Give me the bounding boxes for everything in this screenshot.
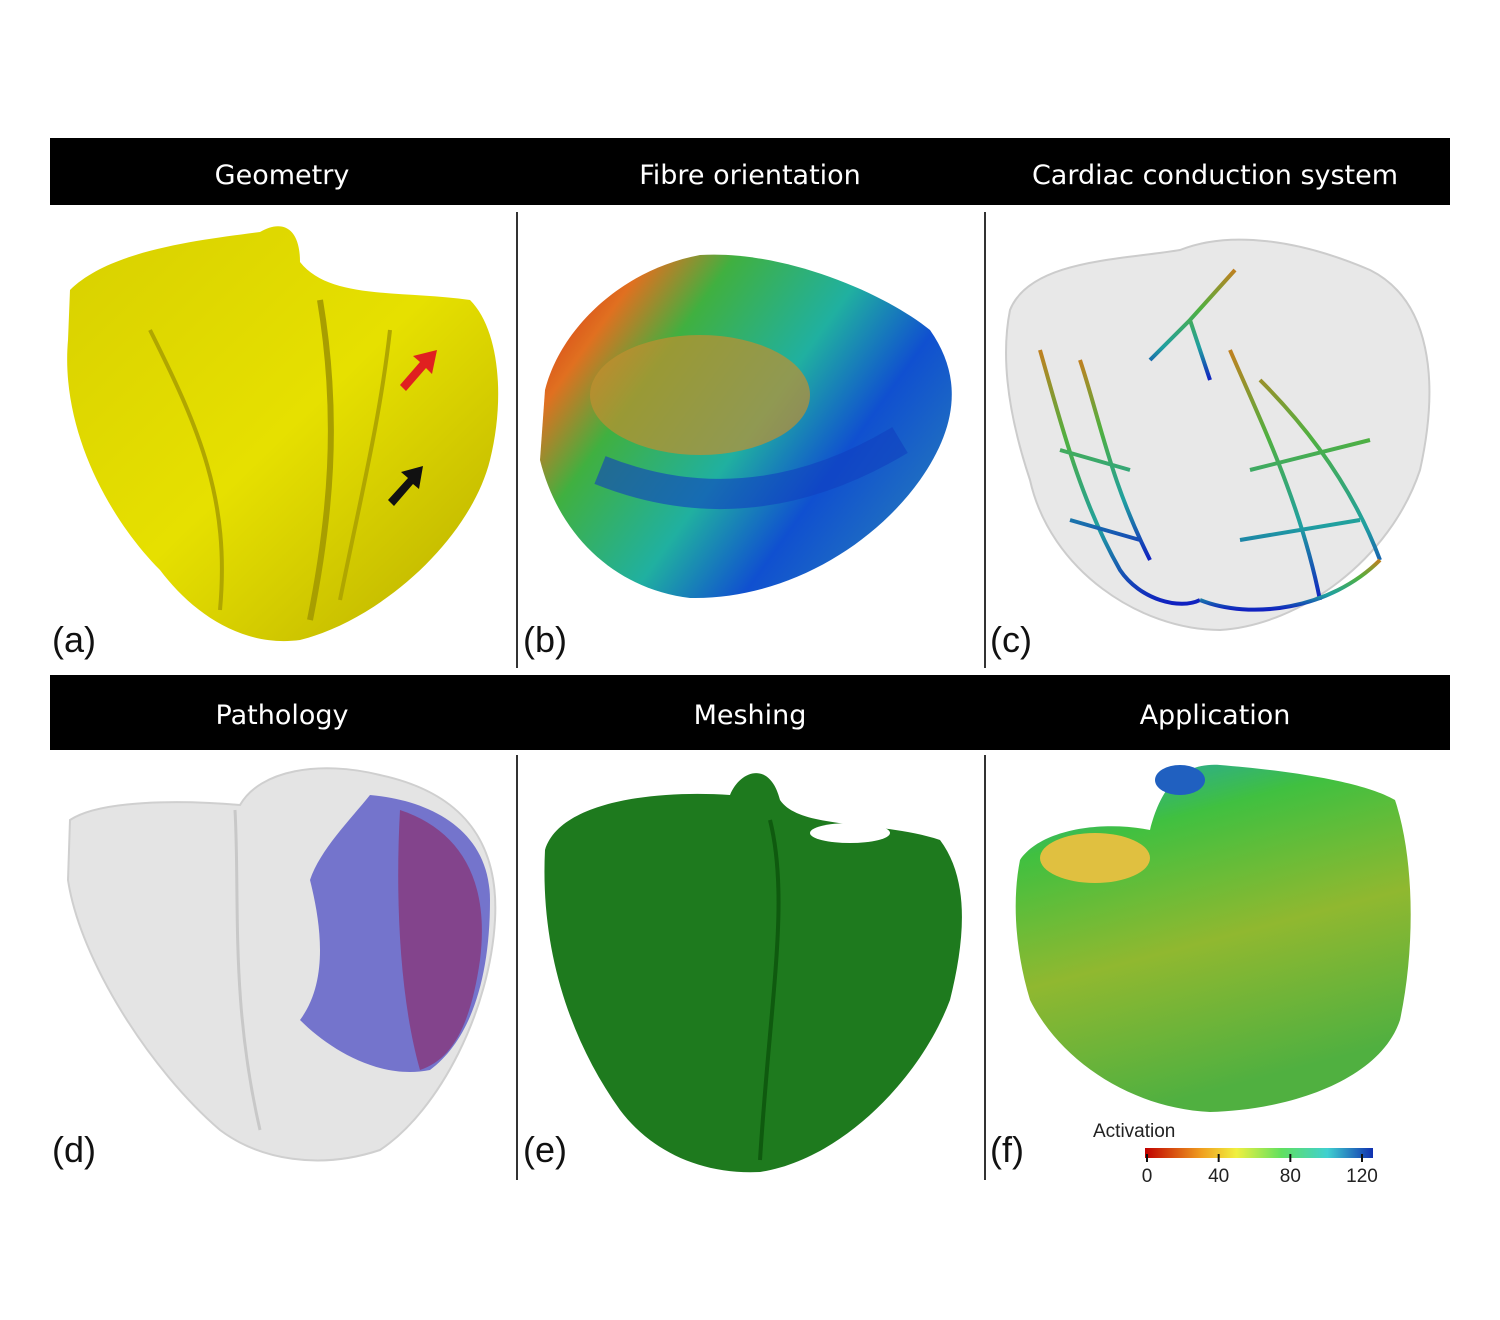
panel-label: (c) <box>990 619 1032 660</box>
colorbar-ticks: 0 40 80 120 <box>1142 1154 1378 1187</box>
heart-conduction <box>1005 238 1431 632</box>
panel-label: (e) <box>523 1129 567 1170</box>
colorbar <box>1145 1148 1373 1158</box>
heart-activation <box>1015 764 1411 1112</box>
panel-label: (b) <box>523 619 567 660</box>
panel-title: Fibre orientation <box>639 160 861 191</box>
panel-title: Pathology <box>216 700 349 731</box>
colorbar-title: Activation <box>1093 1121 1175 1142</box>
colorbar-tick-label: 0 <box>1142 1166 1153 1187</box>
header-bar <box>50 675 1450 750</box>
panel-title: Application <box>1140 700 1291 731</box>
heart-geometry <box>67 226 499 642</box>
panel-label: (a) <box>52 619 96 660</box>
heart-mesh <box>544 773 962 1173</box>
panel-title: Geometry <box>215 160 350 191</box>
panel-title: Meshing <box>694 700 807 731</box>
dividers <box>516 212 986 1180</box>
header-bar <box>50 138 1450 205</box>
colorbar-tick-label: 40 <box>1208 1166 1229 1187</box>
panel-label: (f) <box>990 1129 1024 1170</box>
colorbar-tick-label: 80 <box>1280 1166 1301 1187</box>
heart-fibres <box>540 254 952 599</box>
panel-title: Cardiac conduction system <box>1032 160 1398 191</box>
panel-label: (d) <box>52 1129 96 1170</box>
colorbar-tick-label: 120 <box>1346 1166 1378 1187</box>
heart-pathology <box>66 767 497 1162</box>
